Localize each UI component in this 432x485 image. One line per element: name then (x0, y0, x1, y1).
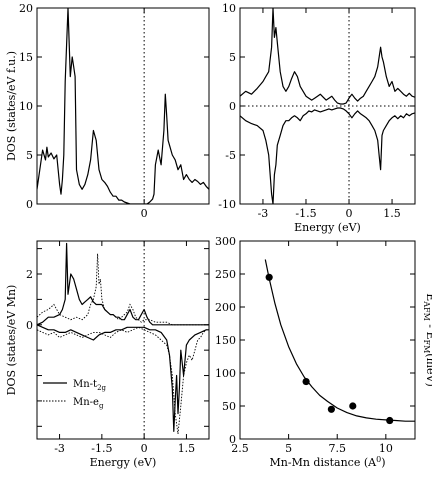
y-tick-label: -5 (225, 149, 236, 162)
x-tick-label: 1.5 (383, 207, 401, 220)
x-tick-label: -3 (54, 442, 65, 455)
data-point-0 (265, 273, 273, 281)
y-axis-label: EAFM - EFM(meV) (422, 293, 432, 387)
data-point-1 (302, 377, 310, 386)
legend-label-eg-sub: g (99, 402, 104, 410)
y-axis-label-end: (meV) (424, 353, 432, 386)
y-axis-label-mid: - E (424, 321, 432, 340)
panel-top-right-dos-spin: -3 -1.5 0 1.5 -10 -5 0 5 10 Energy (eV) (218, 2, 416, 234)
dos-curve-mn-eg-2 (37, 253, 209, 326)
data-point-3 (349, 402, 357, 410)
y-tick-label: 0 (229, 433, 236, 446)
dos-curve-mn-eg-3 (37, 326, 209, 434)
x-axis-label: Energy (eV) (90, 456, 157, 469)
data-point-4 (386, 416, 394, 425)
dos-curve-mn-t2g-0 (37, 242, 209, 326)
y-axis-label-sub-afm: AFM (422, 300, 431, 321)
x-tick-label: 0 (141, 207, 148, 220)
x-tick-label: -1.5 (91, 442, 112, 455)
y-tick-label: 150 (215, 334, 236, 347)
legend-label-t2g: Mn-t2g (73, 379, 107, 392)
fit-curve (264, 259, 415, 422)
x-tick-label: -3 (258, 207, 269, 220)
dos-curve-series-0 (240, 8, 415, 105)
panel-bottom-left-dos-mn: -3 -1.5 0 1.5 0 2 Energy (eV) DOS (states/eV Mn… (5, 240, 210, 469)
y-tick-label: -10 (218, 198, 236, 211)
plot-frame (239, 240, 416, 440)
y-tick-label: 100 (215, 367, 236, 380)
data-point-2 (327, 405, 335, 413)
y-tick-label: 5 (26, 149, 33, 162)
dos-curve-series-1 (240, 107, 415, 204)
x-tick-label: 0 (141, 442, 148, 455)
y-tick-label: 0 (26, 198, 33, 211)
y-tick-label: 300 (215, 235, 236, 248)
legend-label-t2g-sub: 2g (97, 384, 106, 392)
y-tick-label: 15 (19, 51, 33, 64)
y-tick-label: 2 (26, 268, 33, 281)
y-tick-label: 5 (229, 51, 236, 64)
x-tick-label: 1.5 (178, 442, 196, 455)
dos-curve-mn-t2g-1 (37, 324, 209, 432)
x-tick-label: 0 (346, 207, 353, 220)
panel-top-left-dos-total: 0 0 5 10 15 20 DOS (states/eV f.u.) (5, 2, 210, 220)
y-tick-label: 250 (215, 268, 236, 281)
x-tick-label: -1.5 (295, 207, 316, 220)
x-tick-label: 7.5 (328, 442, 346, 455)
y-axis-label: DOS (states/eV Mn) (5, 285, 18, 396)
x-tick-label: 10 (379, 442, 393, 455)
y-axis-label-sub-fm: FM (422, 340, 431, 354)
x-axis-label: Energy (eV) (294, 221, 361, 234)
y-tick-label: 10 (222, 2, 236, 15)
legend-label-eg: Mn-eg (73, 397, 104, 410)
x-axis-label-sup: 0 (376, 455, 381, 464)
y-tick-label: 0 (26, 319, 33, 332)
dos-curve-series-0 (37, 8, 209, 204)
y-tick-label: 10 (19, 100, 33, 113)
y-axis-label: DOS (states/eV f.u.) (5, 51, 18, 161)
y-tick-label: 50 (222, 400, 236, 413)
y-tick-label: 20 (19, 2, 33, 15)
x-tick-label: 5 (285, 442, 292, 455)
y-tick-label: 200 (215, 301, 236, 314)
y-tick-label: 0 (229, 100, 236, 113)
x-axis-label-end: ) (381, 456, 385, 469)
x-tick-label: 2.5 (231, 442, 249, 455)
plot-frame (36, 240, 210, 440)
x-axis-label: Mn-Mn distance (A0) (270, 455, 386, 469)
